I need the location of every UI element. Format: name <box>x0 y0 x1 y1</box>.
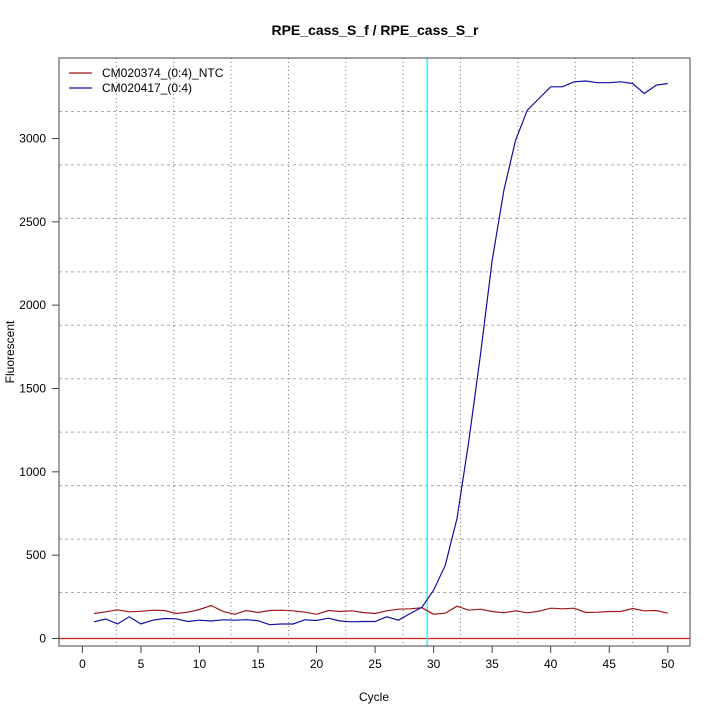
x-axis-label: Cycle <box>359 690 389 704</box>
x-axis: 0 5 10 15 20 25 30 35 40 45 50 <box>79 645 675 671</box>
x-tick-label: 10 <box>193 657 207 671</box>
legend-label-ntc: CM020374_(0:4)_NTC <box>102 66 224 80</box>
y-axis: 0 500 1000 1500 2000 2500 3000 <box>19 132 59 646</box>
y-tick-label: 500 <box>26 548 46 562</box>
chart-title: RPE_cass_S_f / RPE_cass_S_r <box>271 22 479 38</box>
x-tick-label: 5 <box>138 657 145 671</box>
series-line-0 <box>94 604 668 615</box>
y-tick-label: 1500 <box>19 382 46 396</box>
y-tick-label: 1000 <box>19 465 46 479</box>
plot-marks <box>59 58 690 646</box>
x-tick-label: 0 <box>79 657 86 671</box>
y-tick-label: 0 <box>39 632 46 646</box>
grid <box>59 58 690 646</box>
plot-frame <box>58 57 691 647</box>
x-tick-label: 20 <box>310 657 324 671</box>
x-tick-label: 40 <box>544 657 558 671</box>
x-tick-label: 50 <box>661 657 675 671</box>
x-tick-label: 45 <box>603 657 617 671</box>
x-tick-label: 25 <box>368 657 382 671</box>
x-tick-label: 35 <box>485 657 499 671</box>
series-line-1 <box>93 80 668 626</box>
legend-label-sample: CM020417_(0:4) <box>102 81 192 95</box>
legend: CM020374_(0:4)_NTC CM020417_(0:4) <box>69 66 224 95</box>
x-tick-label: 15 <box>251 657 265 671</box>
y-tick-label: 2000 <box>19 298 46 312</box>
y-axis-label: Fluorescent <box>3 320 17 383</box>
y-tick-label: 2500 <box>19 215 46 229</box>
y-tick-label: 3000 <box>19 132 46 146</box>
x-tick-label: 30 <box>427 657 441 671</box>
